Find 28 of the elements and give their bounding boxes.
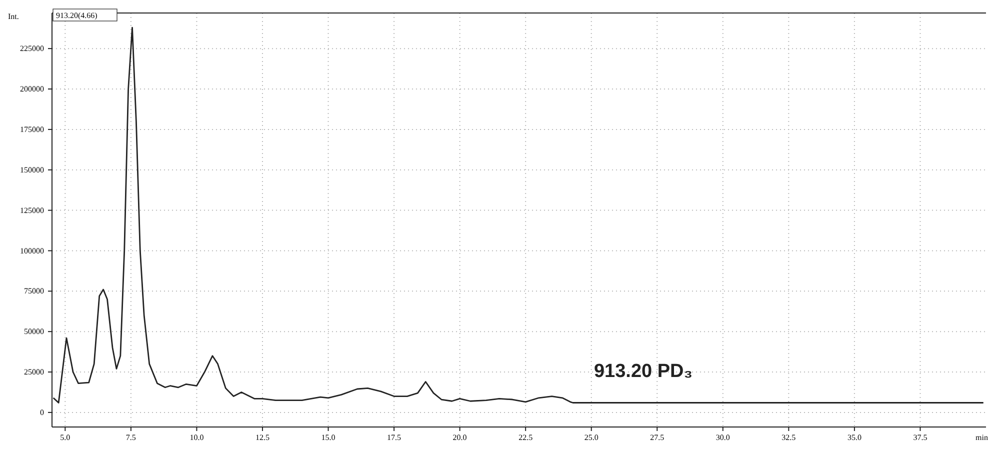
x-tick-label: 5.0 [60,433,70,442]
y-tick-label: 200000 [20,84,44,94]
y-tick-label: 175000 [20,124,44,134]
x-tick-label: 12.5 [255,433,270,442]
x-tick-label: 27.5 [650,433,664,442]
x-tick-label: 20.0 [452,433,467,442]
x-tick-label: 37.5 [913,433,928,442]
y-tick-label: 125000 [20,206,44,215]
x-tick-label: 7.5 [126,433,136,442]
y-tick-label: 0 [40,408,44,418]
y-tick-label: 75000 [24,286,44,296]
x-tick-label: 30.0 [716,433,730,442]
y-tick-label: 225000 [20,44,44,54]
y-tick-label: 25000 [24,368,44,377]
x-tick-label: 22.5 [518,433,533,442]
x-tick-label: 35.0 [847,433,862,442]
annotation: 913.20(4.66) [56,11,98,20]
y-tick-label: 100000 [20,246,44,256]
y-tick-label: 150000 [20,165,44,174]
x-tick-label: 32.5 [782,433,796,442]
x-tick-label: 10.0 [190,433,204,442]
x-tick-label: 17.5 [387,433,402,442]
x-axis-title: min [976,433,988,442]
y-axis-title: Int. [8,12,19,21]
y-tick-label: 50000 [24,327,44,336]
x-tick-label: 25.0 [584,433,598,442]
annotation: 913.20 PD₃ [594,360,693,382]
x-tick-label: 15.0 [321,433,336,442]
